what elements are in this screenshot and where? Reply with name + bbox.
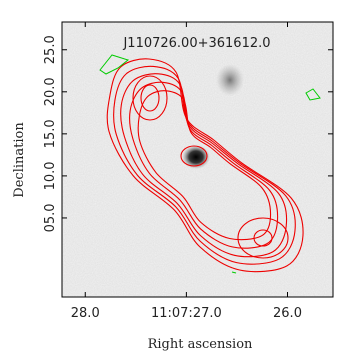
contour: [106, 58, 304, 273]
radio-contours: [106, 58, 304, 273]
contour: [129, 81, 279, 249]
plot-frame: [61, 21, 334, 298]
x-tick-label: 11:07:27.0: [151, 306, 222, 321]
y-axis-label: Declination: [12, 122, 27, 198]
y-tick-label: 10.0: [43, 161, 58, 190]
contour: [132, 75, 168, 121]
y-tick-label: 15.0: [43, 119, 58, 148]
x-axis-label: Right ascension: [148, 337, 253, 352]
y-tick-label: 20.0: [43, 77, 58, 106]
sky-image: [62, 22, 333, 297]
y-tick-label: 25.0: [43, 35, 58, 64]
contour: [120, 73, 288, 258]
contour: [137, 90, 272, 241]
chart-title: J110726.00+361612.0: [122, 36, 270, 51]
y-tick-label: 05.0: [43, 203, 58, 232]
green-contours: [99, 54, 321, 274]
contour: [113, 65, 296, 265]
contour: [253, 229, 273, 247]
x-tick-label: 26.0: [273, 306, 302, 321]
contour: [180, 145, 208, 167]
contour: [237, 217, 289, 259]
contour: [140, 84, 160, 112]
x-tick-label: 28.0: [71, 306, 100, 321]
